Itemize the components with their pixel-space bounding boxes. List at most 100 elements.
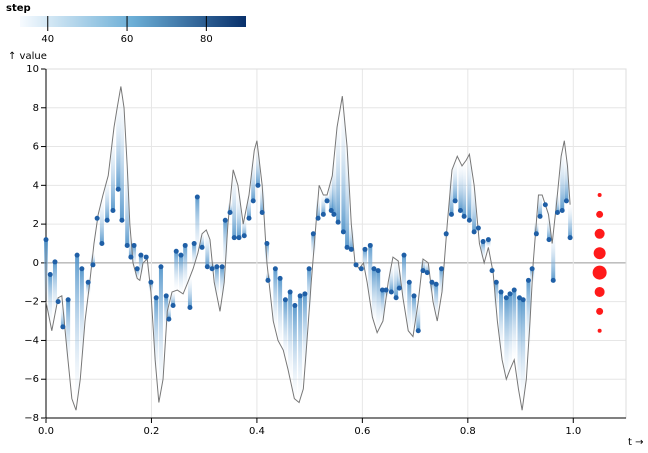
dot-trail [52,261,57,315]
dot-trail [232,173,237,238]
dot [241,233,247,239]
dot [246,215,252,221]
x-tick-label: 0.6 [354,426,370,437]
dot-trail [105,179,110,221]
dot-trail [389,265,394,292]
dot-trail [236,193,241,238]
dot [401,252,407,258]
dot-trail [260,185,265,213]
dot-trail [166,304,171,320]
dot-trail [205,232,210,267]
dot [277,275,283,281]
dot [375,268,381,274]
dot-trail [138,255,143,275]
dot [110,208,116,214]
dot-trail [292,305,297,400]
dot-trail [116,101,121,190]
dot-trail [119,93,124,221]
dot-trail [384,290,389,298]
dot [191,241,197,246]
dot-trail [164,295,169,329]
dot [153,295,159,301]
dot-trail [402,255,407,305]
dot-trail [99,199,104,244]
dot [529,266,535,272]
dot [138,252,144,258]
dot-trail [273,268,278,330]
dot-trail [331,159,336,215]
dot-trail [154,297,159,373]
dot [52,259,58,265]
dot-trail [538,195,543,217]
x-tick-label: 1.0 [565,426,581,437]
dot-trail [376,270,381,331]
dot-trail [66,299,71,362]
dot-trail [486,239,491,248]
dot [471,229,477,235]
legend-tick-label: 80 [200,34,213,45]
dot-trail [90,253,95,265]
dot-trail [302,293,307,369]
dot [438,266,444,272]
dot [424,270,430,276]
dot [287,289,293,295]
size-dot [596,307,604,315]
y-tick-label: 0 [33,258,39,269]
dot [79,266,85,272]
legend-ramp [20,16,246,27]
size-dot [594,286,605,297]
dot-trail [60,306,65,327]
dot-trail [564,157,569,201]
dot-trail [220,266,225,297]
dot-trail [135,268,140,279]
dot-trail [434,284,439,317]
dot [272,266,278,272]
dot [340,229,346,235]
dot-trail [453,161,458,201]
dot [559,208,565,214]
dot-trail [371,268,376,323]
dot [533,231,539,237]
dot-trail [242,218,247,236]
dot-trail [429,282,434,294]
dot-trail [148,282,153,292]
dot [222,217,228,223]
dot-trail [200,233,205,248]
dot-trail [412,295,417,330]
dot [166,316,172,322]
dot [231,235,237,241]
dot-trail [462,163,467,217]
dot [158,264,164,270]
dot [461,213,467,219]
dot-trail [547,218,552,240]
dot-trail [48,274,53,323]
dot [358,266,364,272]
dot [489,268,495,274]
dot [306,266,312,272]
dot-trail [183,245,188,289]
y-tick-label: 6 [33,142,39,153]
dot-trail [449,175,454,215]
dot [429,279,435,285]
dot-trail [394,259,399,298]
dot-trail [508,293,512,370]
dot [406,279,412,285]
dot [480,239,486,245]
dot [550,277,556,283]
dot [264,241,270,246]
x-tick-label: 0.0 [38,426,54,437]
dot-trail [171,291,176,306]
dot-trail [214,266,219,296]
dot [520,297,526,303]
dot [383,287,389,293]
dot [219,264,225,270]
dot [485,237,491,243]
dot [493,279,499,285]
dot-trail [329,179,334,211]
dot [265,277,271,283]
dot [178,252,184,258]
dot-trail [397,269,402,289]
dot-trail [316,198,321,219]
dot-trail [416,301,421,331]
